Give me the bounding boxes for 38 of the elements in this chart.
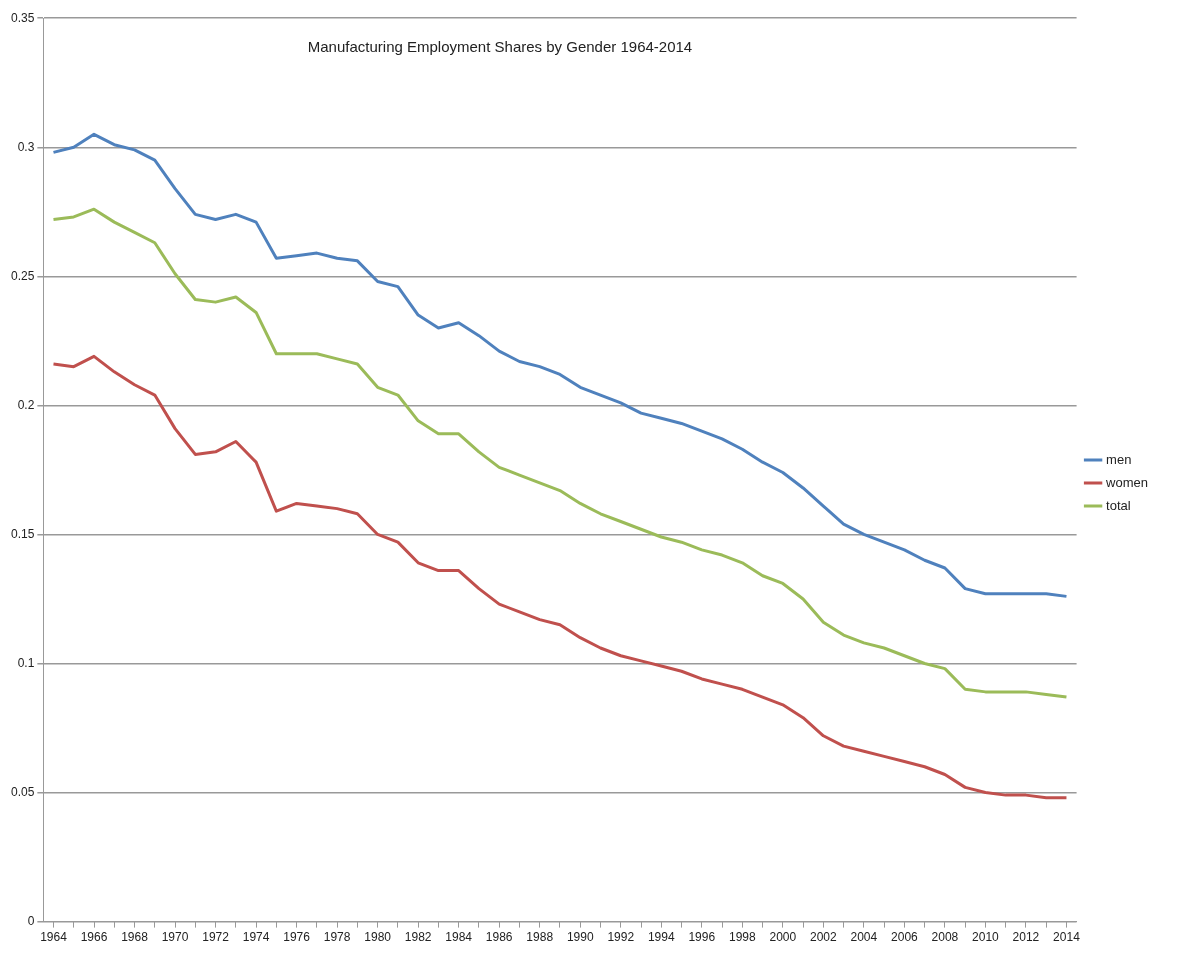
- x-tick-label: 1966: [80, 930, 108, 945]
- x-tick-label: 1986: [485, 930, 513, 945]
- x-tick-label: 1994: [647, 930, 675, 945]
- text: Manufacturing Employment Shares by Gender 1964-2014: [307, 37, 693, 55]
- x-tick-label: 1972: [202, 930, 230, 945]
- x-tick-label: 2010: [972, 930, 1000, 945]
- x-tick-label: 2002: [810, 930, 838, 945]
- x-tick-label: 1964: [40, 930, 68, 945]
- legend-label: women: [1105, 474, 1149, 490]
- y-tick-label: 0: [27, 913, 35, 928]
- x-tick-label: 1980: [364, 930, 392, 945]
- x-tick-label: 1984: [445, 930, 473, 945]
- x-tick-label: 2004: [850, 930, 878, 945]
- y-tick-label: 0.35: [11, 10, 35, 25]
- x-tick-label: 1974: [242, 930, 270, 945]
- x-tick-label: 2014: [1053, 930, 1081, 945]
- x-tick-label: 1978: [323, 930, 351, 945]
- y-tick-label: 0.1: [17, 655, 35, 670]
- x-tick-label: 2006: [891, 930, 919, 945]
- x-tick-label: 2008: [931, 930, 959, 945]
- y-tick-label: 0.3: [17, 139, 35, 154]
- legend-label: total: [1106, 497, 1131, 513]
- x-tick-label: 1976: [283, 930, 311, 945]
- x-tick-label: 1970: [161, 930, 189, 945]
- x-tick-label: 1998: [728, 930, 756, 945]
- x-tick-label: 2012: [1012, 930, 1040, 945]
- y-tick-label: 0.15: [11, 526, 35, 541]
- x-tick-label: 1996: [688, 930, 716, 945]
- x-tick-label: 1992: [607, 930, 635, 945]
- y-tick-label: 0.25: [11, 268, 35, 283]
- x-tick-label: 1968: [121, 930, 149, 945]
- x-tick-label: 1982: [404, 930, 432, 945]
- y-tick-label: 0.2: [17, 397, 35, 412]
- y-tick-label: 0.05: [11, 784, 35, 799]
- x-tick-label: 1990: [566, 930, 594, 945]
- x-tick-label: 2000: [769, 930, 797, 945]
- x-tick-label: 1988: [526, 930, 554, 945]
- legend-label: men: [1106, 451, 1132, 467]
